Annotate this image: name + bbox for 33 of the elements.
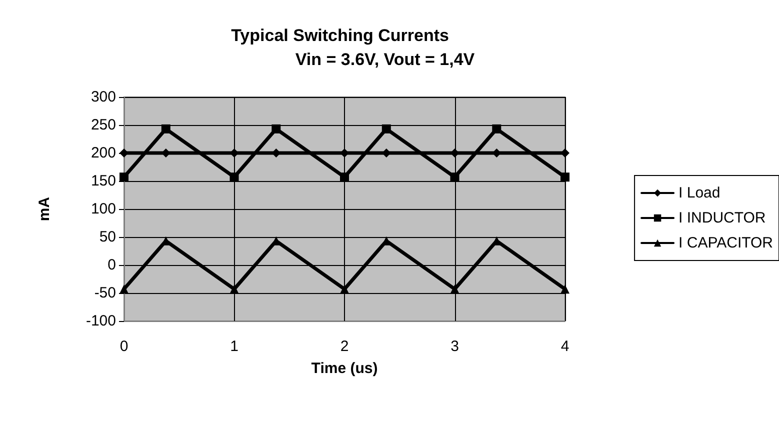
point — [230, 284, 239, 294]
y-tick-label: 50 — [99, 228, 116, 246]
point — [340, 284, 349, 294]
y-tick-label: 200 — [90, 144, 116, 162]
point — [450, 284, 460, 294]
point — [161, 124, 170, 134]
x-axis-title: Time (us) — [311, 360, 378, 377]
point — [340, 172, 349, 182]
y-tick-label: 0 — [108, 256, 116, 274]
x-tick-label: 0 — [120, 338, 128, 355]
y-axis-title: mA — [36, 196, 53, 222]
point — [230, 172, 239, 182]
point — [382, 124, 391, 134]
legend-label: I INDUCTOR — [678, 210, 766, 226]
point — [272, 124, 281, 134]
point — [560, 284, 570, 294]
y-tick-label: -50 — [94, 284, 116, 302]
y-tick-label: 100 — [90, 200, 116, 218]
x-tick-label: 4 — [560, 338, 570, 355]
point — [492, 124, 502, 134]
point — [560, 172, 570, 182]
point — [450, 172, 460, 182]
legend-label: I CAPACITOR — [678, 234, 774, 252]
x-tick-label: 2 — [340, 338, 349, 355]
x-tick-label: 3 — [450, 338, 459, 355]
chart-title: Typical Switching Currents — [231, 26, 449, 45]
x-tick-label: 1 — [230, 338, 238, 355]
legend-label: I Load — [678, 184, 720, 202]
y-tick-label: 250 — [90, 116, 116, 134]
y-tick-label: 300 — [90, 88, 116, 106]
y-tick-label: 150 — [90, 172, 116, 190]
y-tick-label: -100 — [86, 312, 116, 330]
chart-subtitle: Vin = 3.6V, Vout = 1,4V — [295, 50, 476, 69]
